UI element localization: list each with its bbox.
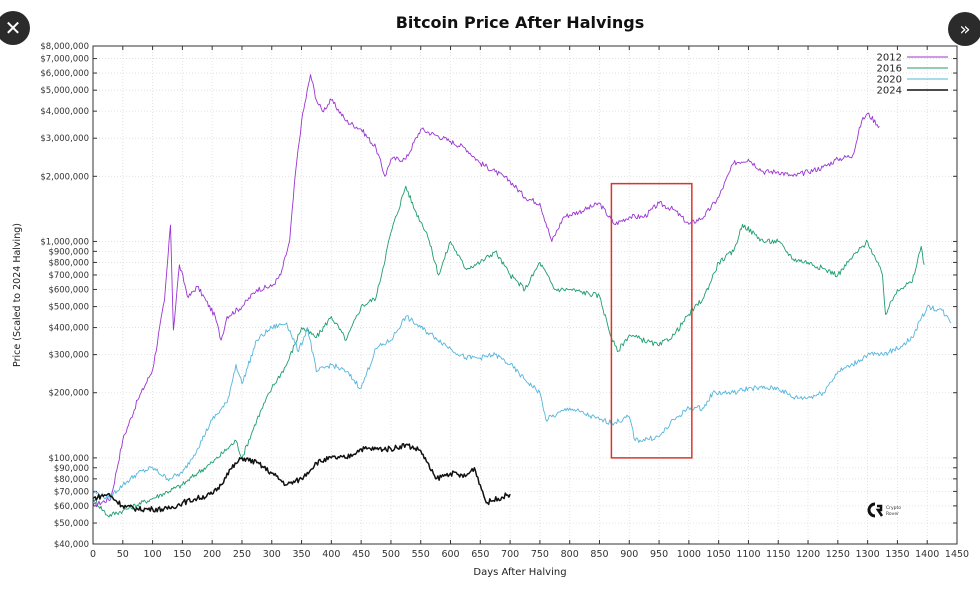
x-tick-label: 50 [117,549,129,560]
y-tick-label: $700,000 [48,271,89,281]
y-tick-label: $90,000 [54,464,89,474]
x-tick-label: 600 [441,549,459,560]
x-tick-label: 700 [501,549,519,560]
close-button[interactable]: ✕ [0,11,30,45]
series-line-2016 [92,185,925,518]
y-axis: $40,000 $50,000 $60,000 $70,000 $80,000$90,0… [40,42,957,550]
x-tick-label: 1350 [885,549,909,560]
y-tick-label: $40,000 [54,540,89,550]
legend-label-2016: 2016 [877,64,902,75]
y-tick-label: $500,000 [48,303,89,313]
double-chevron-right-icon: » [959,18,971,40]
series-lines [92,74,952,518]
x-tick-label: 200 [203,549,221,560]
x-tick-label: 1100 [736,549,760,560]
series-line-2024 [92,443,511,513]
next-button[interactable]: » [948,12,980,46]
svg-text:Crypto: Crypto [886,505,901,511]
x-tick-label: 100 [144,549,162,560]
x-tick-label: 300 [263,549,281,560]
x-tick-label: 950 [650,549,668,560]
y-tick-label: $100,000 [48,454,89,464]
annotations [610,182,693,459]
svg-text:Rover: Rover [886,511,899,517]
x-tick-label: 400 [322,549,340,560]
y-tick-label: $400,000 [48,324,89,334]
plot-frame [92,45,958,545]
x-tick-label: 1250 [826,549,850,560]
x-tick-label: 1400 [915,549,939,560]
x-tick-label: 1050 [707,549,731,560]
x-tick-label: 550 [412,549,430,560]
x-tick-label: 1300 [856,549,880,560]
y-tick-label: $1,000,000 [40,237,89,247]
y-tick-label: $6,000,000 [40,69,89,79]
y-tick-label: $300,000 [48,351,89,361]
y-axis-label: Price (Scaled to 2024 Halving) [12,223,23,367]
x-tick-label: 450 [352,549,370,560]
grid [92,45,958,545]
y-tick-label: $80,000 [54,475,89,485]
x-tick-label: 1200 [796,549,820,560]
y-tick-label: $200,000 [48,389,89,399]
x-tick-label: 250 [233,549,251,560]
legend-label-2020: 2020 [877,75,902,86]
y-tick-label: $50,000 [54,519,89,529]
x-tick-label: 750 [531,549,549,560]
x-tick-label: 800 [561,549,579,560]
x-tick-label: 500 [382,549,400,560]
y-tick-label: $60,000 [54,502,89,512]
highlight-rectangle [610,182,693,459]
y-tick-label: $4,000,000 [40,107,89,117]
x-tick-label: 0 [90,549,96,560]
x-tick-label: 1150 [766,549,790,560]
x-axis-label: Days After Halving [473,567,566,578]
y-tick-label: $70,000 [54,487,89,497]
x-axis: 0 50 100 150 200 250 300 350 400 450 500 550 600 650 7… [90,46,969,560]
y-tick-label: $3,000,000 [40,134,89,144]
x-tick-label: 1450 [945,549,969,560]
x-tick-label: 350 [292,549,310,560]
y-tick-label: $900,000 [48,247,89,257]
series-line-2012 [92,74,880,508]
legend-label-2024: 2024 [877,86,902,97]
y-tick-label: $600,000 [48,285,89,295]
y-tick-label: $8,000,000 [40,42,89,52]
x-tick-label: 1000 [677,549,701,560]
x-tick-label: 150 [173,549,191,560]
y-tick-label: $5,000,000 [40,86,89,96]
x-tick-label: 650 [471,549,489,560]
y-tick-label: $2,000,000 [40,172,89,182]
y-tick-label: $800,000 [48,258,89,268]
x-tick-label: 900 [620,549,638,560]
chart-title: Bitcoin Price After Halvings [396,13,645,32]
watermark-logo: Crypto Rover [867,502,901,518]
x-tick-label: 850 [590,549,608,560]
close-icon: ✕ [4,16,22,40]
legend-label-2012: 2012 [877,53,902,64]
series-line-2020 [92,304,952,500]
y-tick-label: $7,000,000 [40,55,89,65]
